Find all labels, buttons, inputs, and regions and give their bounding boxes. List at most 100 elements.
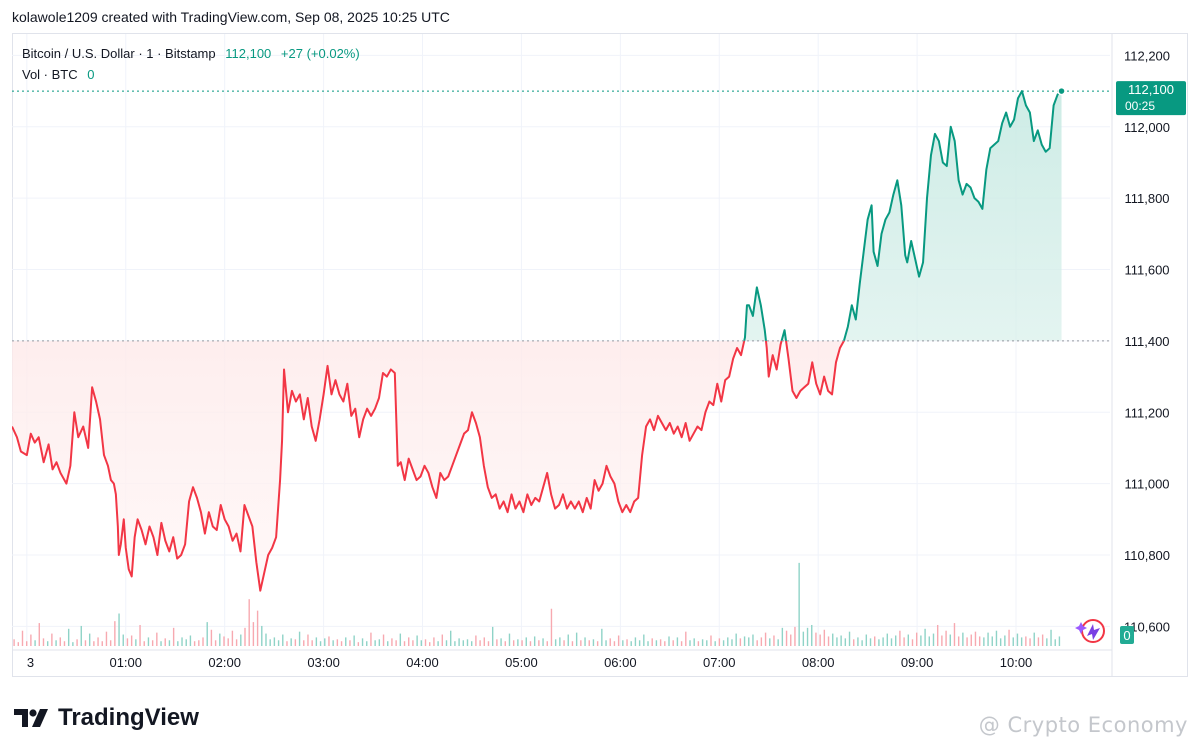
price-tick-label: 110,600	[1124, 619, 1170, 634]
volume-bar	[424, 639, 427, 646]
volume-bar	[319, 641, 322, 646]
volume-bar	[630, 641, 632, 646]
price-tick-label: 111,400	[1124, 334, 1169, 349]
volume-bar	[147, 637, 150, 646]
tradingview-wordmark: TradingView	[58, 704, 199, 731]
price-line-below	[12, 340, 845, 592]
time-tick-label: 01:00	[109, 655, 142, 670]
volume-bar	[202, 637, 204, 646]
volume-bar	[294, 639, 297, 646]
volume-bar	[617, 635, 620, 646]
volume-bar	[252, 622, 255, 646]
volume-bar	[886, 633, 889, 646]
volume-bar	[483, 637, 485, 646]
volume-bar	[798, 562, 800, 646]
compare-sparkle-icon[interactable]	[1075, 619, 1105, 643]
volume-bar	[731, 639, 733, 646]
volume-bar	[823, 629, 826, 646]
axes: 110,600 110,800 111,000 111,200 111,400 111,6…	[12, 34, 1170, 676]
volume-bar	[853, 639, 855, 646]
volume-bar	[143, 641, 145, 646]
volume-bar	[198, 640, 200, 646]
volume-bar	[307, 634, 309, 646]
volume-bar	[1058, 636, 1061, 646]
time-tick-label: 09:00	[901, 655, 934, 670]
volume-bar	[739, 638, 742, 646]
tradingview-logo[interactable]: TradingView	[14, 704, 199, 732]
volume-bar	[710, 635, 712, 646]
volume-bar	[248, 599, 250, 646]
volume-bar	[168, 640, 171, 646]
badge-sparkle	[1075, 622, 1087, 634]
volume-bar	[1046, 638, 1048, 646]
volume-bar	[126, 638, 129, 646]
volume-bar	[214, 640, 217, 646]
volume-bar	[643, 634, 645, 646]
volume-bar	[970, 634, 972, 646]
volume-bar	[177, 641, 179, 646]
volume-bar	[328, 636, 330, 646]
volume-bar	[206, 622, 208, 646]
volume-bar	[324, 638, 326, 646]
volume-bar	[135, 639, 137, 646]
volume-bar	[273, 637, 276, 646]
volume-bar	[181, 637, 183, 646]
volume-bar	[370, 632, 372, 646]
time-tick-label: 06:00	[604, 655, 637, 670]
volume-bar	[991, 636, 993, 646]
volume-bar	[1025, 636, 1027, 646]
volume-bar	[874, 636, 876, 646]
volume-bar	[450, 630, 452, 646]
volume-bar	[122, 634, 124, 646]
volume-bar	[844, 638, 847, 646]
volume-bar	[869, 638, 872, 646]
volume-bar	[101, 641, 103, 646]
volume-bar	[601, 628, 603, 646]
volume-bar	[978, 636, 981, 646]
volume-tag	[1120, 626, 1134, 644]
volume-bar	[55, 640, 57, 646]
volume-bar	[445, 640, 448, 646]
price-tags: 112,100 00:25 0	[1075, 81, 1186, 644]
volume-bar	[340, 641, 343, 646]
volume-bar	[605, 640, 607, 646]
legend-change: +27 (+0.02%)	[280, 46, 360, 61]
volume-bar	[714, 641, 716, 646]
volume-bar	[72, 642, 74, 646]
volume-bar	[836, 637, 838, 646]
volume-bar	[533, 636, 536, 646]
volume-bar	[676, 637, 679, 646]
volume-bar	[454, 641, 456, 646]
volume-bar	[244, 627, 246, 646]
legend-volume-label[interactable]: Vol · BTC	[22, 67, 78, 82]
volume-bar	[1012, 637, 1014, 646]
volume-bar	[907, 634, 909, 646]
volume-bar	[832, 633, 834, 646]
volume-bar	[651, 638, 653, 646]
volume-bar	[349, 640, 351, 646]
volume-bar	[382, 634, 385, 646]
time-tick-label: 3	[27, 655, 34, 670]
time-tick-label: 02:00	[208, 655, 241, 670]
volume-bar	[546, 641, 548, 646]
volume-bar	[357, 642, 360, 646]
volume-bar	[189, 635, 192, 646]
volume-bar	[84, 640, 87, 646]
volume-bar	[30, 634, 32, 646]
volume-bar	[945, 630, 947, 646]
volume-bar	[920, 635, 922, 646]
volume-bar	[429, 642, 431, 646]
volume-bar	[865, 634, 868, 646]
legend-volume-row: Vol · BTC 0	[22, 64, 360, 85]
volume-bar	[63, 641, 66, 646]
volume-bar	[1037, 637, 1040, 646]
volume-bar	[156, 632, 158, 646]
volume-bar	[374, 640, 376, 646]
tradingview-logo-icon	[14, 709, 48, 727]
legend-symbol[interactable]: Bitcoin / U.S. Dollar · 1 · Bitstamp	[22, 46, 216, 61]
volume-bar	[743, 636, 746, 646]
volume-bar	[609, 638, 611, 646]
volume-bar	[235, 639, 238, 646]
volume-bar	[794, 626, 796, 646]
